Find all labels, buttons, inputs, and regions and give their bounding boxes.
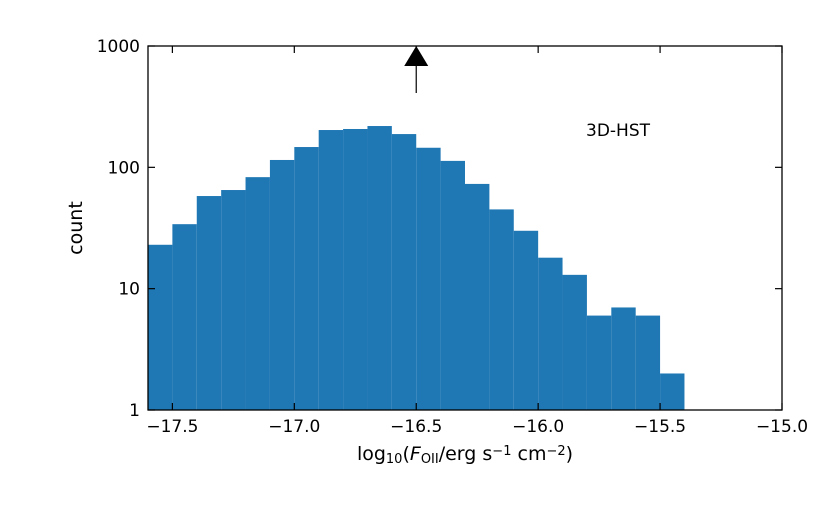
bar: [172, 224, 197, 410]
x-tick-label: −17.5: [146, 417, 198, 437]
x-tick-label: −16.5: [390, 417, 442, 437]
bar: [416, 147, 441, 410]
bar: [586, 315, 612, 410]
x-axis-label-part: −1: [492, 444, 511, 459]
bar: [562, 274, 587, 410]
bar: [148, 244, 173, 410]
x-tick-label: −16.0: [512, 417, 564, 437]
x-axis-label-part: cm: [511, 443, 546, 465]
x-axis-label: log10(FOII/erg s−1 cm−2): [357, 443, 573, 467]
x-tick-label: −15.5: [634, 417, 686, 437]
annotation: 3D-HST: [586, 121, 651, 141]
bar: [269, 159, 295, 410]
x-axis-label-part: /erg s: [439, 443, 493, 465]
bar: [635, 315, 661, 410]
bar: [513, 230, 539, 410]
bar: [367, 126, 392, 410]
plot-frame: [147, 45, 783, 411]
x-axis-label-part: 10: [386, 452, 403, 467]
x-axis-label-part: log: [357, 443, 386, 465]
bar: [391, 134, 417, 410]
bar: [660, 373, 685, 410]
bar: [294, 147, 319, 410]
x-tick-label: −15.0: [756, 417, 808, 437]
bar: [343, 128, 368, 410]
bar: [221, 190, 246, 410]
arrow-head: [404, 46, 429, 66]
y-tick-label: 100: [108, 158, 140, 178]
x-axis-label-part: −2: [546, 444, 565, 459]
bar: [465, 183, 490, 410]
y-tick-label: 1000: [97, 37, 140, 57]
bar: [440, 160, 465, 410]
bar: [538, 257, 563, 410]
y-tick-label: 1: [129, 401, 140, 421]
x-axis-label-part: OII: [421, 452, 439, 467]
x-axis-label-part: ): [566, 443, 573, 465]
bar: [245, 177, 270, 410]
bar: [489, 209, 514, 410]
x-tick-label: −17.0: [268, 417, 320, 437]
x-axis-label-part: (: [402, 443, 409, 465]
x-axis-label-part: F: [410, 443, 422, 465]
bar: [196, 196, 222, 410]
y-tick-label: 10: [118, 280, 140, 300]
bar: [611, 307, 636, 410]
y-axis-label: count: [65, 201, 87, 255]
bar: [318, 130, 344, 411]
